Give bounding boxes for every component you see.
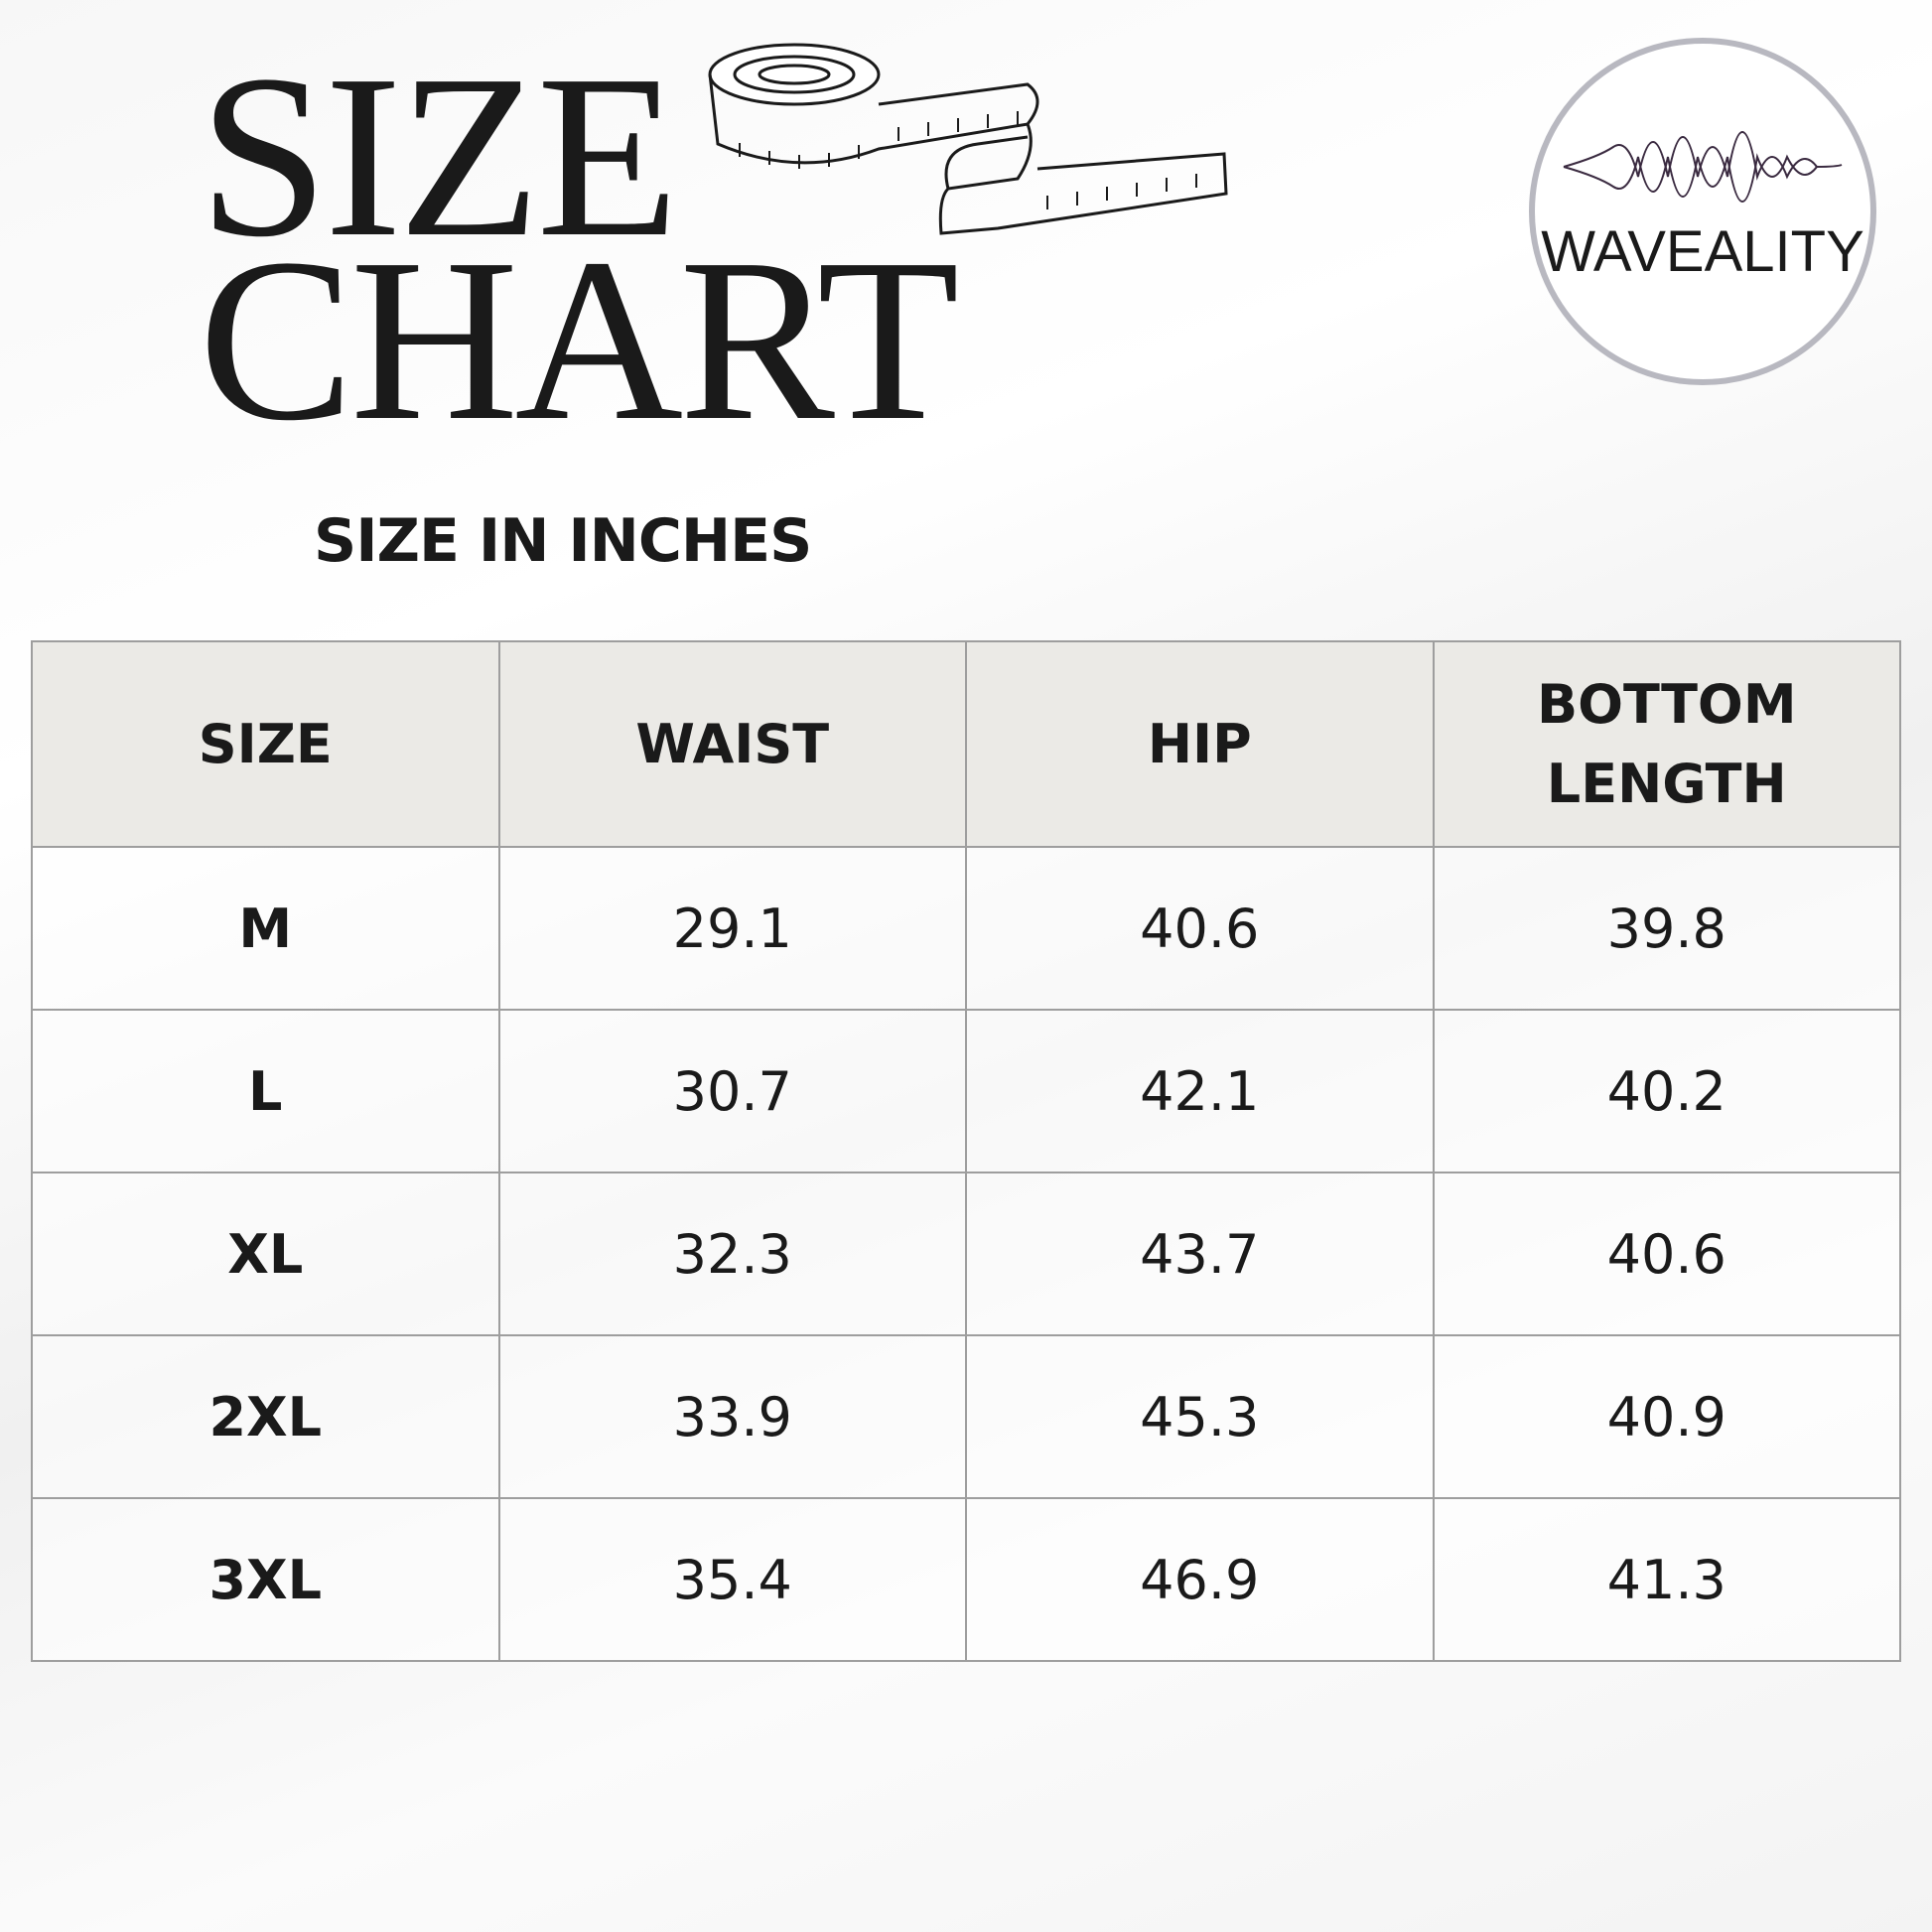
column-header-text: SIZE [198, 712, 333, 775]
table-row: XL 32.3 43.7 40.6 [31, 1172, 1901, 1336]
value-cell: 33.9 [497, 1334, 967, 1499]
logo-text: WAVEALITY [1541, 219, 1864, 284]
value-cell: 41.3 [1432, 1497, 1901, 1662]
table-row: L 30.7 42.1 40.2 [31, 1009, 1901, 1173]
column-header: BOTTOM LENGTH [1432, 640, 1901, 848]
value-cell: 42.1 [965, 1009, 1435, 1173]
table-row: 3XL 35.4 46.9 41.3 [31, 1497, 1901, 1662]
value-cell: 32.3 [497, 1172, 967, 1336]
column-header: SIZE [31, 640, 500, 848]
value-cell: 40.6 [1432, 1172, 1901, 1336]
value-cell: 40.2 [1432, 1009, 1901, 1173]
size-cell: 2XL [31, 1334, 500, 1499]
size-table: SIZE WAIST HIP BOTTOM LENGTH M 29.1 40.6 39.8 L… [31, 640, 1901, 1662]
column-header: HIP [965, 640, 1435, 848]
size-cell: L [31, 1009, 500, 1173]
value-cell: 46.9 [965, 1497, 1435, 1662]
title-line: CHART [199, 210, 959, 469]
size-cell: M [31, 846, 500, 1011]
size-cell: XL [31, 1172, 500, 1336]
value-cell: 40.9 [1432, 1334, 1901, 1499]
value-cell: 35.4 [497, 1497, 967, 1662]
value-cell: 45.3 [965, 1334, 1435, 1499]
table-row: 2XL 33.9 45.3 40.9 [31, 1334, 1901, 1499]
brand-logo: WAVEALITY [1529, 38, 1876, 385]
column-header-text: WAIST [635, 712, 830, 775]
size-cell: 3XL [31, 1497, 500, 1662]
column-header-text: HIP [1147, 712, 1252, 775]
subtitle: SIZE IN INCHES [314, 506, 812, 576]
header-row: SIZE WAIST HIP BOTTOM LENGTH [31, 640, 1901, 848]
value-cell: 43.7 [965, 1172, 1435, 1336]
table-row: M 29.1 40.6 39.8 [31, 846, 1901, 1011]
value-cell: 30.7 [497, 1009, 967, 1173]
table-body: M 29.1 40.6 39.8 L 30.7 42.1 40.2 XL 32.3 43.7 40.6… [31, 846, 1901, 1662]
title-line: SIZE [199, 27, 679, 285]
column-header: WAIST [497, 640, 967, 848]
tape-measure-icon [708, 43, 1228, 235]
column-header-text: BOTTOM LENGTH [1536, 672, 1797, 815]
value-cell: 39.8 [1432, 846, 1901, 1011]
value-cell: 40.6 [965, 846, 1435, 1011]
value-cell: 29.1 [497, 846, 967, 1011]
